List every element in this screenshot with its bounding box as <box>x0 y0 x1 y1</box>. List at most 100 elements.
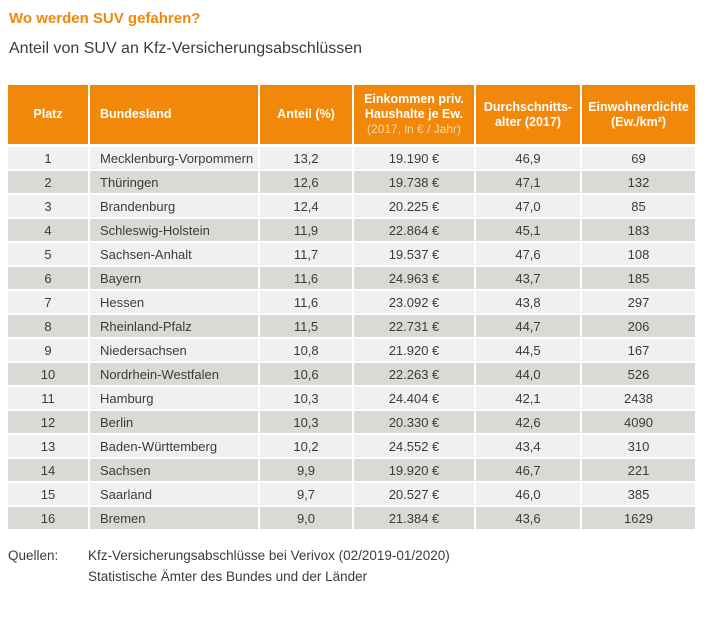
cell-einwohnerdichte: 4090 <box>582 411 695 435</box>
cell-durchschnittsalter: 44,7 <box>476 315 582 339</box>
cell-einkommen: 21.384 € <box>354 507 476 531</box>
table-row: 8 Rheinland-Pfalz 11,5 22.731 €44,7 206 <box>8 315 695 339</box>
cell-einkommen: 20.330 € <box>354 411 476 435</box>
table-row: 6 Bayern 11,6 24.963 €43,7 185 <box>8 267 695 291</box>
cell-platz: 12 <box>8 411 90 435</box>
cell-einkommen: 24.552 € <box>354 435 476 459</box>
column-header-label: Anteil (%) <box>277 107 335 121</box>
cell-bundesland: Baden-Württemberg <box>90 435 260 459</box>
cell-platz: 5 <box>8 243 90 267</box>
cell-anteil: 12,4 <box>260 195 354 219</box>
cell-durchschnittsalter: 45,1 <box>476 219 582 243</box>
cell-einwohnerdichte: 1629 <box>582 507 695 531</box>
source-line-2: Statistische Ämter des Bundes und der Lä… <box>88 569 368 584</box>
column-header-platz: Platz <box>8 85 90 147</box>
cell-einwohnerdichte: 167 <box>582 339 695 363</box>
cell-anteil: 9,0 <box>260 507 354 531</box>
cell-anteil: 13,2 <box>260 147 354 171</box>
sources-lines: Kfz-Versicherungsabschlüsse bei Verivox … <box>88 545 450 587</box>
table-row: 4 Schleswig-Holstein 11,9 22.864 €45,1 183 <box>8 219 695 243</box>
cell-anteil: 10,3 <box>260 387 354 411</box>
cell-bundesland: Niedersachsen <box>90 339 260 363</box>
cell-einwohnerdichte: 183 <box>582 219 695 243</box>
suv-ranking-table: Platz Bundesland Anteil (%) Einkommen priv.… <box>8 85 695 531</box>
cell-anteil: 11,5 <box>260 315 354 339</box>
cell-platz: 7 <box>8 291 90 315</box>
column-header-label: Bundesland <box>100 107 172 121</box>
cell-bundesland: Nordrhein-Westfalen <box>90 363 260 387</box>
cell-durchschnittsalter: 43,6 <box>476 507 582 531</box>
page-subtitle: Anteil von SUV an Kfz-Versicherungsabsch… <box>9 40 363 57</box>
cell-einwohnerdichte: 69 <box>582 147 695 171</box>
column-header-bundesland: Bundesland <box>90 85 260 147</box>
cell-einkommen: 22.864 € <box>354 219 476 243</box>
cell-bundesland: Brandenburg <box>90 195 260 219</box>
cell-einkommen: 24.404 € <box>354 387 476 411</box>
table-body: 1 Mecklenburg-Vorpommern 13,2 19.190 €46,9 6… <box>8 147 695 531</box>
cell-bundesland: Sachsen <box>90 459 260 483</box>
column-header-label: Einwohnerdichte (Ew./km²) <box>588 99 689 129</box>
cell-anteil: 9,9 <box>260 459 354 483</box>
cell-einwohnerdichte: 85 <box>582 195 695 219</box>
cell-einkommen: 24.963 € <box>354 267 476 291</box>
cell-einwohnerdichte: 526 <box>582 363 695 387</box>
table-row: 9 Niedersachsen 10,8 21.920 €44,5 167 <box>8 339 695 363</box>
cell-einkommen: 19.738 € <box>354 171 476 195</box>
column-header-einwohnerdichte: Einwohnerdichte (Ew./km²) <box>582 85 695 147</box>
cell-einkommen: 23.092 € <box>354 291 476 315</box>
table-header-row: Platz Bundesland Anteil (%) Einkommen priv.… <box>8 85 695 147</box>
table-row: 2 Thüringen 12,6 19.738 €47,1 132 <box>8 171 695 195</box>
column-header-anteil: Anteil (%) <box>260 85 354 147</box>
table-row: 15 Saarland 9,7 20.527 €46,0 385 <box>8 483 695 507</box>
cell-platz: 10 <box>8 363 90 387</box>
cell-durchschnittsalter: 43,4 <box>476 435 582 459</box>
cell-platz: 2 <box>8 171 90 195</box>
cell-durchschnittsalter: 46,7 <box>476 459 582 483</box>
cell-durchschnittsalter: 47,0 <box>476 195 582 219</box>
cell-anteil: 9,7 <box>260 483 354 507</box>
cell-einkommen: 22.263 € <box>354 363 476 387</box>
cell-platz: 11 <box>8 387 90 411</box>
cell-anteil: 11,9 <box>260 219 354 243</box>
cell-anteil: 11,6 <box>260 267 354 291</box>
cell-durchschnittsalter: 43,7 <box>476 267 582 291</box>
cell-durchschnittsalter: 42,1 <box>476 387 582 411</box>
cell-durchschnittsalter: 43,8 <box>476 291 582 315</box>
cell-durchschnittsalter: 44,0 <box>476 363 582 387</box>
cell-bundesland: Bremen <box>90 507 260 531</box>
page-title: Wo werden SUV gefahren? <box>9 10 201 27</box>
column-header-subnote: (2017, in € / Jahr) <box>366 122 462 136</box>
table-row: 16 Bremen 9,0 21.384 €43,6 1629 <box>8 507 695 531</box>
cell-bundesland: Rheinland-Pfalz <box>90 315 260 339</box>
column-header-durchschnittsalter: Durchschnitts- alter (2017) <box>476 85 582 147</box>
cell-einkommen: 19.920 € <box>354 459 476 483</box>
sources-block: Quellen: Kfz-Versicherungsabschlüsse bei… <box>8 545 702 587</box>
column-header-label: Durchschnitts- alter (2017) <box>483 99 573 129</box>
cell-einwohnerdichte: 2438 <box>582 387 695 411</box>
cell-durchschnittsalter: 46,0 <box>476 483 582 507</box>
table-row: 13 Baden-Württemberg 10,2 24.552 €43,4 310 <box>8 435 695 459</box>
cell-durchschnittsalter: 47,6 <box>476 243 582 267</box>
cell-platz: 13 <box>8 435 90 459</box>
cell-einkommen: 19.537 € <box>354 243 476 267</box>
cell-anteil: 10,6 <box>260 363 354 387</box>
cell-einwohnerdichte: 108 <box>582 243 695 267</box>
table-row: 10 Nordrhein-Westfalen 10,6 22.263 €44,0 526 <box>8 363 695 387</box>
cell-platz: 6 <box>8 267 90 291</box>
cell-einwohnerdichte: 310 <box>582 435 695 459</box>
column-header-label: Platz <box>33 107 63 121</box>
cell-durchschnittsalter: 46,9 <box>476 147 582 171</box>
cell-einwohnerdichte: 185 <box>582 267 695 291</box>
table-row: 3 Brandenburg 12,4 20.225 €47,0 85 <box>8 195 695 219</box>
cell-einkommen: 20.527 € <box>354 483 476 507</box>
source-line-1: Kfz-Versicherungsabschlüsse bei Verivox … <box>88 548 450 563</box>
cell-platz: 15 <box>8 483 90 507</box>
cell-bundesland: Sachsen-Anhalt <box>90 243 260 267</box>
table-row: 7 Hessen 11,6 23.092 €43,8 297 <box>8 291 695 315</box>
table-header: Platz Bundesland Anteil (%) Einkommen priv.… <box>8 85 695 147</box>
cell-platz: 3 <box>8 195 90 219</box>
cell-bundesland: Mecklenburg-Vorpommern <box>90 147 260 171</box>
table-row: 11 Hamburg 10,3 24.404 €42,1 2438 <box>8 387 695 411</box>
cell-durchschnittsalter: 44,5 <box>476 339 582 363</box>
cell-anteil: 10,2 <box>260 435 354 459</box>
